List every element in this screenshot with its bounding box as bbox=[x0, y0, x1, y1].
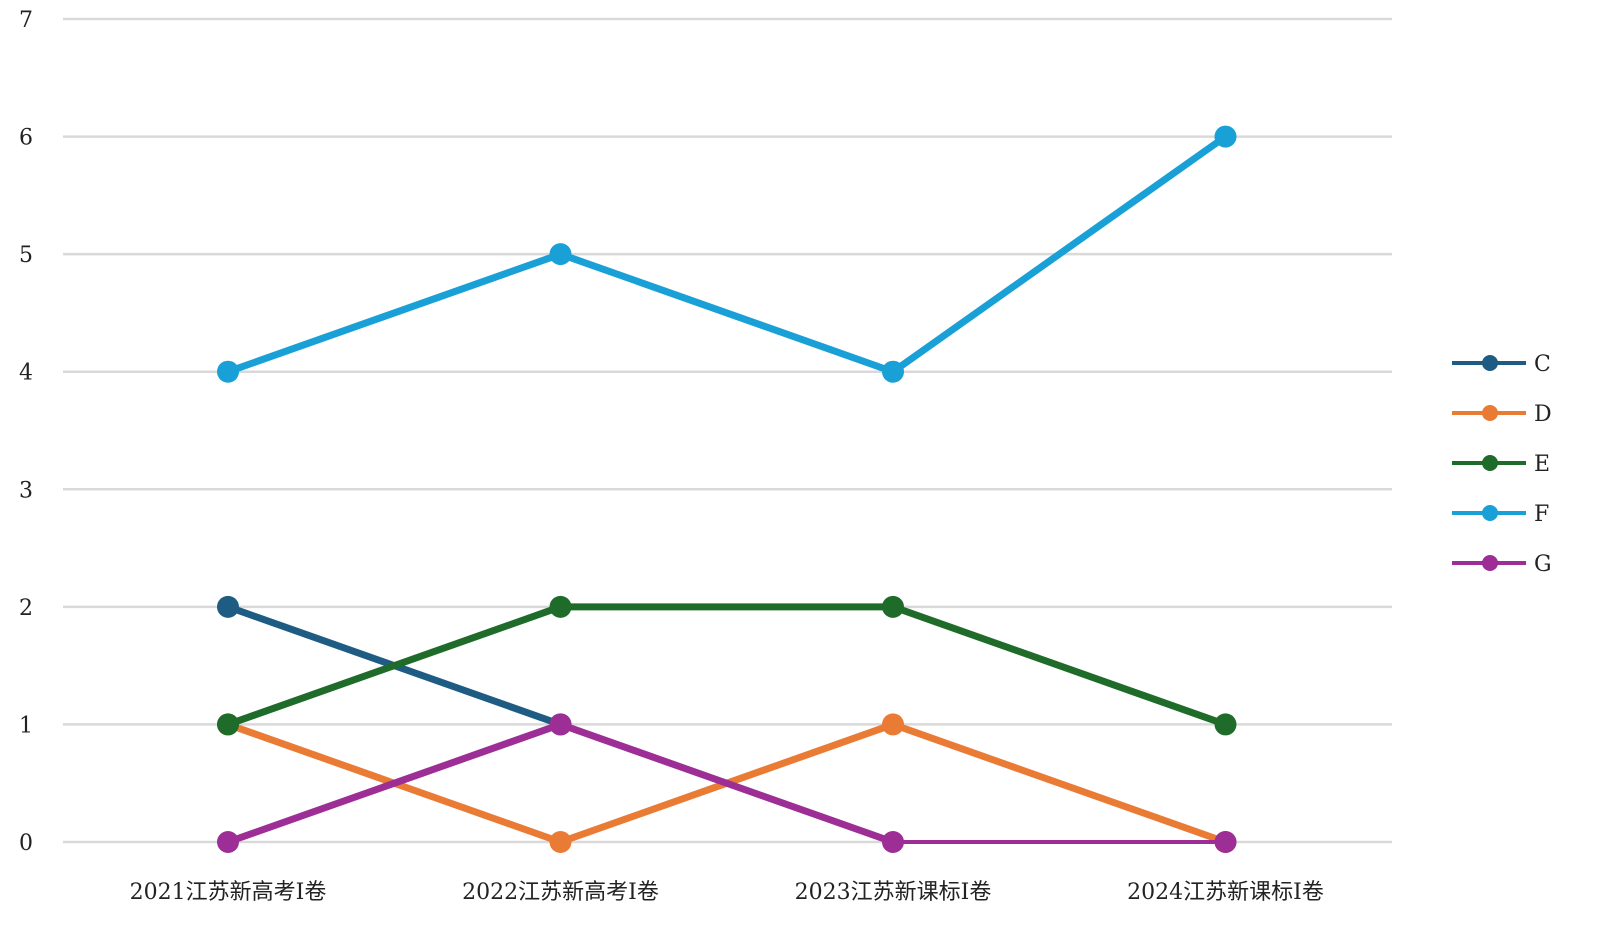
series-E-segment bbox=[224, 603, 564, 728]
series-G-segment bbox=[224, 720, 564, 846]
series-F-segment bbox=[889, 133, 1229, 376]
y-tick-label: 5 bbox=[19, 243, 33, 268]
x-category-label: 2021江苏新高考I卷 bbox=[130, 880, 327, 905]
legend-swatch-marker bbox=[1482, 355, 1498, 371]
series-G-point bbox=[217, 831, 239, 853]
series-G-point bbox=[549, 713, 572, 736]
series-G-point bbox=[1214, 831, 1237, 853]
y-tick-label: 6 bbox=[19, 126, 33, 151]
legend-label: D bbox=[1534, 402, 1552, 427]
series-F-point bbox=[549, 243, 572, 266]
legend-swatch-marker bbox=[1482, 405, 1498, 421]
series-E-group bbox=[217, 595, 1237, 736]
series-D-point bbox=[882, 713, 904, 736]
y-tick-label: 4 bbox=[19, 361, 33, 386]
x-axis-category-labels: 2021江苏新高考I卷 2022江苏新高考I卷 2023江苏新课标I卷 2024江苏新… bbox=[130, 880, 1324, 905]
series-F-point bbox=[217, 360, 239, 383]
legend-label: E bbox=[1534, 452, 1550, 477]
legend-label: G bbox=[1534, 552, 1552, 577]
series-lines bbox=[217, 125, 1237, 853]
series-F-point bbox=[1214, 125, 1237, 148]
y-tick-label: 0 bbox=[19, 831, 33, 856]
legend-item-G: G bbox=[1452, 552, 1552, 577]
y-tick-label: 7 bbox=[19, 8, 33, 33]
legend-swatch-marker bbox=[1482, 505, 1498, 521]
y-tick-label: 2 bbox=[19, 596, 33, 621]
y-axis-tick-labels: 0 1 2 3 4 5 6 7 bbox=[19, 8, 33, 856]
series-E-point bbox=[1214, 713, 1237, 736]
legend-item-D: D bbox=[1452, 402, 1552, 427]
series-F-group bbox=[217, 125, 1237, 383]
series-F-segment bbox=[224, 250, 564, 376]
series-E-point bbox=[549, 595, 572, 618]
series-D-segment bbox=[889, 720, 1229, 846]
legend-item-F: F bbox=[1452, 502, 1549, 527]
legend-swatch-marker bbox=[1482, 455, 1498, 471]
legend-label: F bbox=[1534, 502, 1549, 527]
x-category-label: 2024江苏新课标I卷 bbox=[1127, 880, 1324, 905]
legend-item-C: C bbox=[1452, 352, 1551, 377]
gridlines bbox=[63, 17, 1392, 844]
series-G-point bbox=[882, 831, 904, 853]
series-D-point bbox=[549, 831, 572, 853]
series-F-point bbox=[882, 360, 904, 383]
series-E-segment bbox=[889, 603, 1229, 728]
legend-swatch-marker bbox=[1482, 555, 1498, 571]
legend-label: C bbox=[1534, 352, 1551, 377]
y-tick-label: 1 bbox=[19, 713, 33, 738]
series-E-point bbox=[882, 595, 904, 618]
y-tick-label: 3 bbox=[19, 478, 33, 503]
x-category-label: 2022江苏新高考I卷 bbox=[462, 880, 659, 905]
series-C-point bbox=[217, 595, 239, 618]
series-G-group bbox=[217, 713, 1237, 853]
legend-item-E: E bbox=[1452, 452, 1550, 477]
series-G-segment bbox=[557, 720, 897, 846]
series-F-segment bbox=[557, 250, 897, 376]
x-category-label: 2023江苏新课标I卷 bbox=[795, 880, 992, 905]
series-E-point bbox=[217, 713, 239, 736]
